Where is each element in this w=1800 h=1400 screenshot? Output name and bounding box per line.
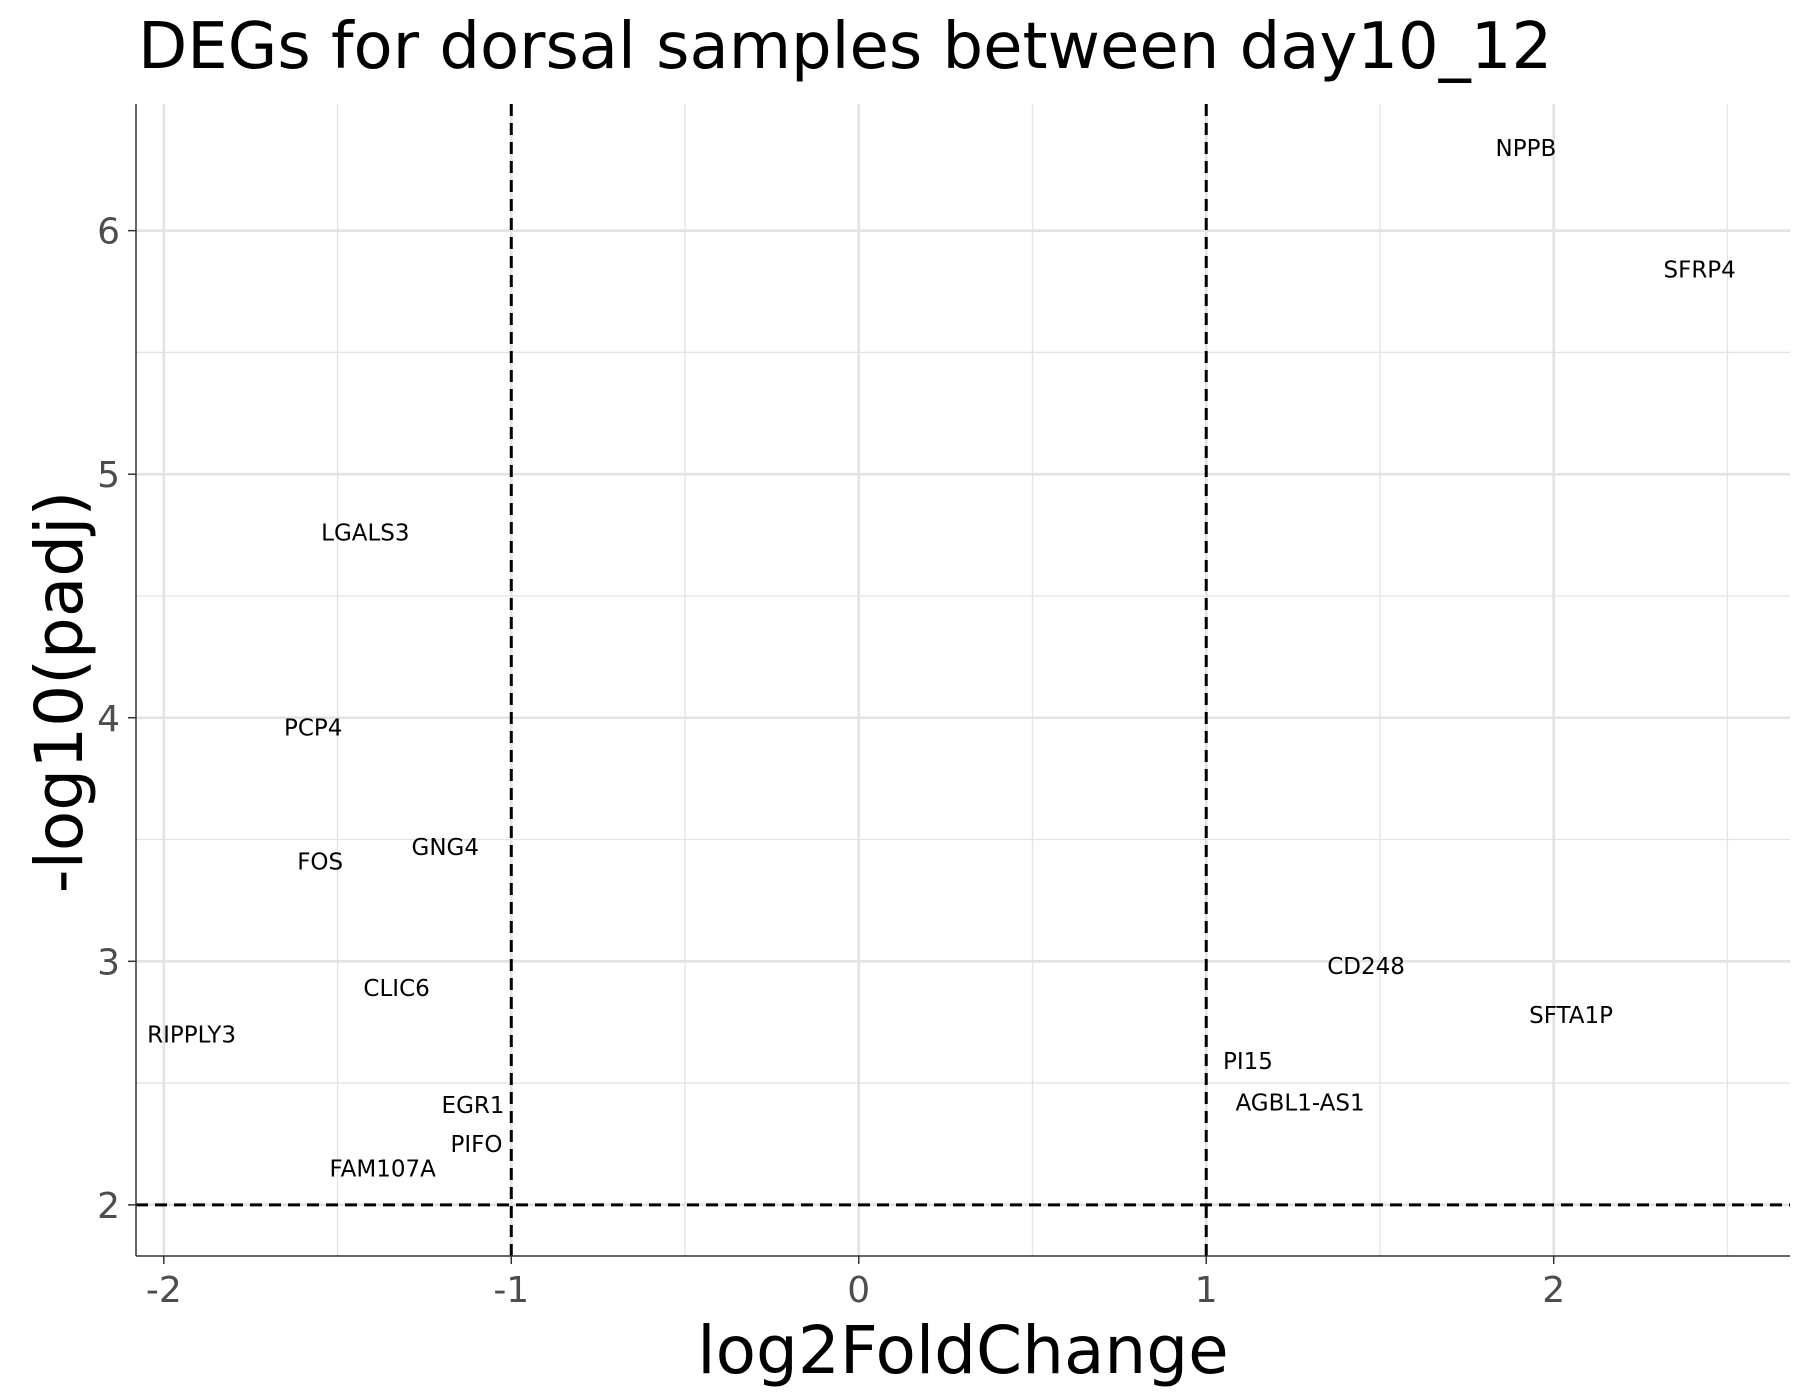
gene-label: PIFO [451,1132,503,1158]
reference-lines [136,104,1790,1256]
gene-label: CD248 [1327,954,1405,980]
axes [135,104,1790,1257]
gene-label: GNG4 [412,835,479,861]
gene-label: PCP4 [284,715,342,741]
y-tick-label: 4 [97,699,120,740]
chart-title: DEGs for dorsal samples between day10_12 [138,10,1552,84]
x-tick-label: 0 [847,1270,870,1311]
gene-labels: NPPB SFRP4 LGALS3 PCP4 GNG4 FOS CD248 CLIC6 SFTA… [147,136,1736,1182]
gene-label: PI15 [1223,1049,1273,1075]
x-tick-label: 2 [1542,1270,1565,1311]
x-tick-label: -1 [493,1270,529,1311]
gene-label: FOS [297,849,343,875]
gene-label: RIPPLY3 [147,1022,236,1048]
gene-label: FAM107A [330,1156,437,1182]
y-axis-label: -log10(padj) [21,491,98,893]
y-tick-label: 3 [97,942,120,983]
y-tick-label: 6 [97,212,120,253]
gene-label: AGBL1-AS1 [1235,1091,1364,1117]
y-tick-label: 2 [97,1186,120,1227]
gene-label: SFRP4 [1663,258,1735,284]
x-axis-label: log2FoldChange [697,1312,1229,1389]
gene-label: LGALS3 [321,521,409,547]
x-tick-label: 1 [1195,1270,1218,1311]
gene-label: EGR1 [442,1093,505,1119]
y-tick-label: 5 [97,455,120,496]
gene-label: CLIC6 [363,976,429,1002]
gene-label: SFTA1P [1529,1003,1613,1029]
tick-labels: -2 -1 0 1 2 2 3 4 5 6 [97,212,1565,1311]
x-tick-label: -2 [146,1270,182,1311]
gene-label: NPPB [1496,136,1557,162]
